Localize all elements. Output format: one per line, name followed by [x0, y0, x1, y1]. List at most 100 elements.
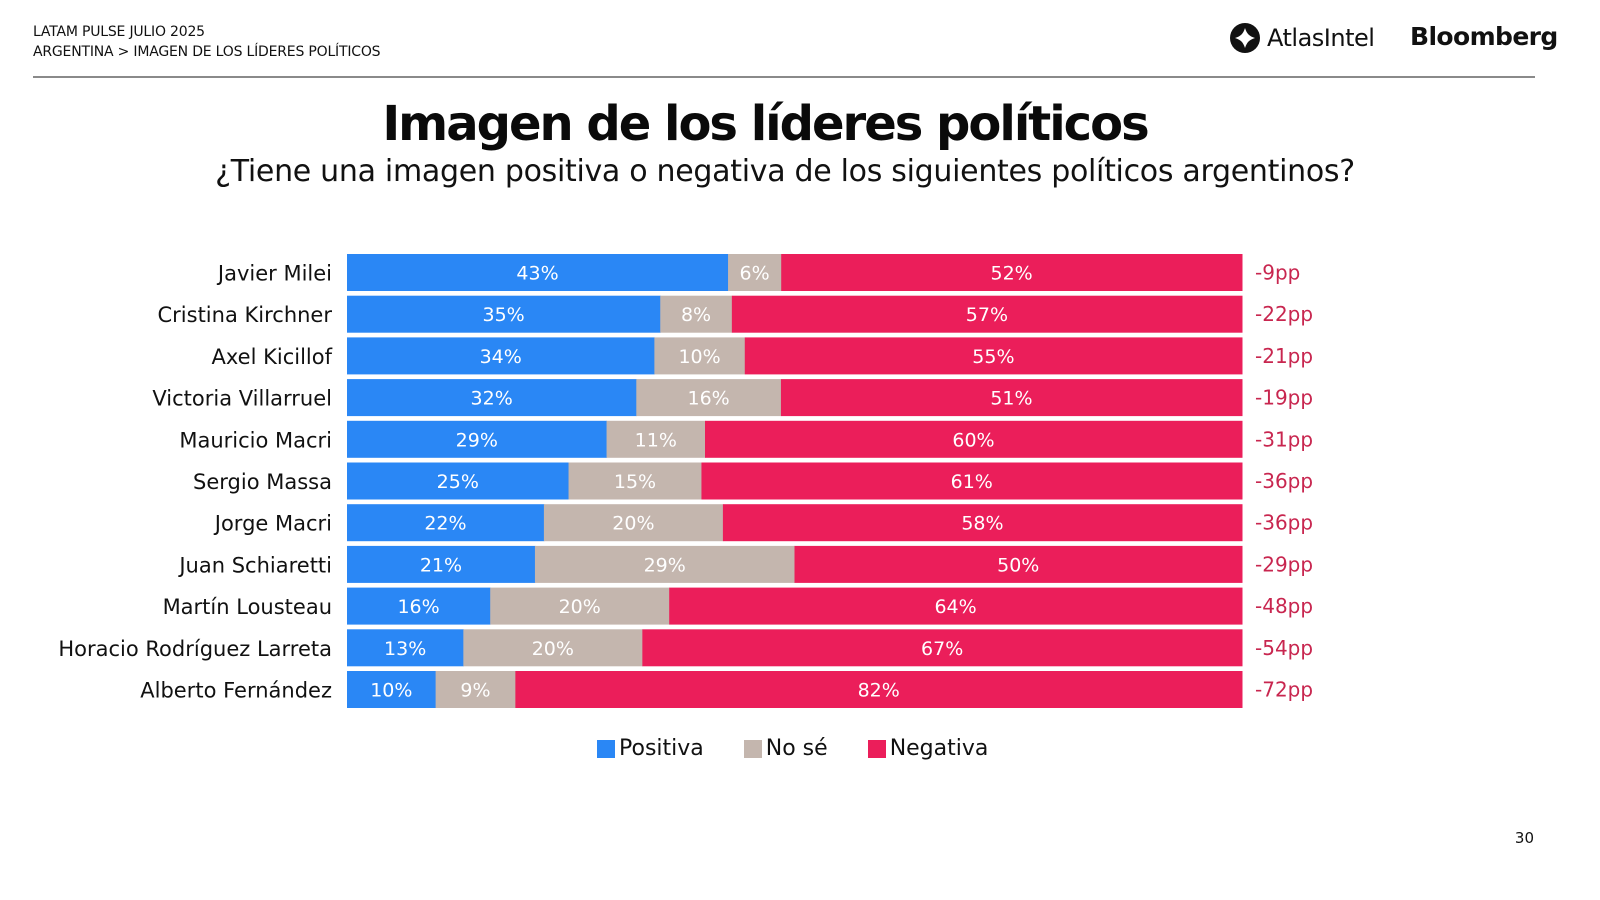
net-label: -31pp: [1255, 427, 1313, 451]
data-label-negativa: 58%: [961, 513, 1003, 535]
data-label-nose: 11%: [635, 429, 677, 451]
data-label-nose: 16%: [687, 388, 729, 410]
data-label-negativa: 61%: [951, 471, 993, 493]
legend-label-nose: No sé: [765, 736, 828, 761]
bar-segment-nose: [728, 254, 782, 291]
bar-segment-positiva: [347, 420, 608, 458]
bar-segment-negativa: [731, 295, 1243, 333]
bar-segment-negativa: [701, 462, 1243, 500]
bar-segment-positiva: [347, 504, 545, 542]
data-label-positiva: 34%: [480, 346, 522, 368]
bar-row: Victoria Villarruel 32% 16% 51% -19pp: [152, 379, 1313, 417]
header-divider: [33, 76, 1535, 78]
data-label-negativa: 51%: [990, 388, 1032, 410]
data-label-positiva: 29%: [456, 429, 498, 451]
bar-segment-nose: [654, 337, 746, 375]
bar-segment-nose: [660, 295, 733, 333]
data-label-negativa: 55%: [972, 346, 1014, 368]
bar-segment-positiva: [347, 671, 437, 708]
data-label-negativa: 82%: [858, 680, 900, 702]
bar-segment-nose: [606, 420, 706, 458]
bar-row: Jorge Macri 22% 20% 58% -36pp: [213, 504, 1313, 542]
bar-segment-negativa: [794, 545, 1243, 583]
data-label-positiva: 13%: [384, 638, 426, 660]
bar-row: Martín Lousteau 16% 20% 64% -48pp: [163, 587, 1313, 625]
data-label-positiva: 21%: [420, 554, 462, 576]
bar-segment-positiva: [347, 379, 637, 417]
report-header: LATAM PULSE JULIO 2025 ARGENTINA > IMAGE…: [33, 22, 381, 62]
data-label-negativa: 64%: [934, 596, 976, 618]
bar-row: Cristina Kirchner 35% 8% 57% -22pp: [158, 295, 1313, 333]
data-label-negativa: 52%: [990, 263, 1032, 285]
category-label: Mauricio Macri: [179, 428, 332, 452]
bar-segment-positiva: [347, 337, 655, 375]
category-label: Martín Lousteau: [163, 595, 332, 619]
report-series-label: LATAM PULSE JULIO 2025: [33, 24, 205, 40]
bar-segment-nose: [534, 545, 795, 583]
net-label: -9pp: [1255, 261, 1300, 285]
data-label-nose: 20%: [612, 513, 654, 535]
net-label: -21pp: [1255, 344, 1313, 368]
data-label-positiva: 43%: [516, 263, 558, 285]
bar-segment-negativa: [722, 504, 1243, 542]
category-label: Jorge Macri: [213, 512, 332, 536]
data-label-nose: 20%: [559, 596, 601, 618]
data-label-positiva: 10%: [370, 680, 412, 702]
bar-row: Mauricio Macri 29% 11% 60% -31pp: [179, 420, 1313, 458]
category-label: Cristina Kirchner: [158, 303, 333, 327]
bar-segment-negativa: [705, 420, 1243, 458]
net-label: -19pp: [1255, 386, 1313, 410]
legend-label-negativa: Negativa: [889, 736, 989, 761]
bar-segment-positiva: [347, 545, 536, 583]
bar-segment-negativa: [780, 379, 1243, 417]
data-label-positiva: 35%: [483, 304, 525, 326]
atlasintel-logo: AtlasIntel: [1229, 22, 1375, 54]
data-label-negativa: 50%: [997, 554, 1039, 576]
bar-segment-nose: [490, 587, 670, 625]
bar-row: Juan Schiaretti 21% 29% 50% -29pp: [177, 545, 1313, 583]
data-label-positiva: 22%: [424, 513, 466, 535]
net-label: -72pp: [1255, 678, 1313, 702]
atlasintel-mark-icon: [1230, 23, 1260, 53]
category-label: Javier Milei: [216, 262, 332, 286]
data-label-nose: 29%: [644, 554, 686, 576]
bar-segment-nose: [636, 379, 782, 417]
data-label-negativa: 67%: [921, 638, 963, 660]
data-label-negativa: 57%: [966, 304, 1008, 326]
data-label-negativa: 60%: [952, 429, 994, 451]
legend-item-nose: No sé: [743, 736, 828, 761]
category-label: Victoria Villarruel: [152, 387, 332, 411]
bar-row: Axel Kicillof 34% 10% 55% -21pp: [212, 337, 1313, 375]
page-number: 30: [1514, 829, 1534, 847]
data-label-nose: 9%: [460, 680, 490, 702]
data-label-positiva: 32%: [471, 388, 513, 410]
net-label: -22pp: [1255, 302, 1313, 326]
data-label-positiva: 25%: [437, 471, 479, 493]
data-label-nose: 15%: [614, 471, 656, 493]
bloomberg-logo: Bloomberg: [1410, 22, 1558, 51]
bar-row: Alberto Fernández 10% 9% 82% -72pp: [140, 671, 1313, 708]
legend-item-positiva: Positiva: [597, 736, 704, 761]
category-label: Sergio Massa: [193, 470, 332, 494]
net-label: -54pp: [1255, 636, 1313, 660]
bar-row: Sergio Massa 25% 15% 61% -36pp: [193, 462, 1313, 500]
chart-legend: Positiva No sé Negativa: [597, 736, 1028, 761]
bar-row: Horacio Rodríguez Larreta 13% 20% 67% -54pp: [58, 629, 1313, 667]
category-label: Juan Schiaretti: [177, 553, 332, 577]
bar-segment-negativa: [781, 254, 1243, 291]
category-label: Alberto Fernández: [140, 679, 332, 703]
legend-swatch-nose: [743, 739, 762, 758]
bar-segment-positiva: [347, 462, 570, 500]
bar-segment-negativa: [669, 587, 1243, 625]
data-label-nose: 20%: [532, 638, 574, 660]
bar-segment-nose: [463, 629, 643, 667]
legend-item-negativa: Negativa: [867, 736, 989, 761]
net-label: -29pp: [1255, 552, 1313, 576]
bar-segment-negativa: [744, 337, 1243, 375]
data-label-positiva: 16%: [397, 596, 439, 618]
bar-row: Javier Milei 43% 6% 52% -9pp: [216, 254, 1300, 291]
bar-segment-negativa: [515, 671, 1243, 708]
bar-segment-positiva: [347, 295, 661, 333]
bar-segment-positiva: [347, 629, 464, 667]
